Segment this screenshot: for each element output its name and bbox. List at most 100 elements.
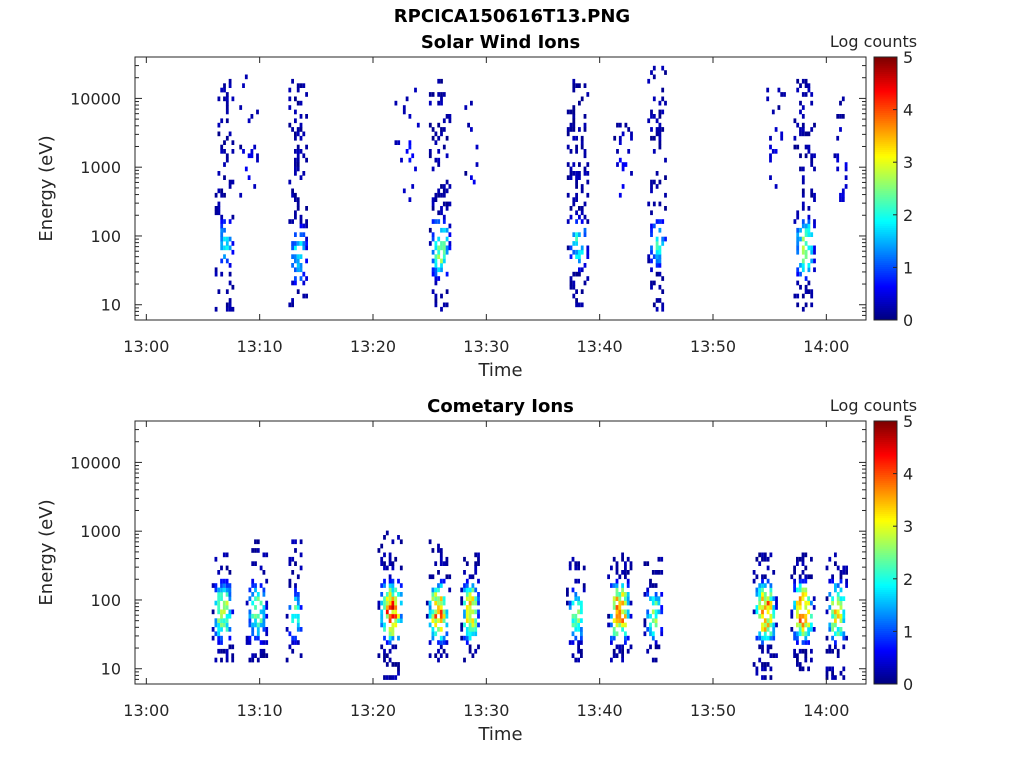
- data-cell: [305, 157, 308, 163]
- data-cell: [254, 596, 257, 601]
- data-cell: [655, 271, 659, 277]
- data-cell: [774, 184, 778, 189]
- data-cell: [434, 587, 438, 593]
- data-cell: [388, 556, 392, 562]
- data-cell: [621, 184, 625, 189]
- data-cell: [471, 583, 475, 588]
- data-cell: [465, 596, 469, 601]
- data-cell: [831, 675, 834, 680]
- data-cell: [769, 613, 773, 619]
- data-cell: [294, 118, 297, 124]
- data-cell: [655, 236, 659, 242]
- data-cell: [214, 210, 218, 216]
- data-cell: [299, 263, 303, 268]
- data-cell: [296, 254, 300, 259]
- data-cell: [431, 201, 435, 207]
- data-cell: [220, 188, 224, 194]
- data-cell: [262, 587, 266, 593]
- data-cell: [652, 223, 656, 229]
- colorbar-gradient-step: [874, 311, 897, 315]
- data-cell: [440, 92, 443, 97]
- colorbar-gradient-step: [874, 591, 897, 595]
- colorbar-gradient-step: [874, 89, 897, 93]
- data-cell: [615, 561, 619, 566]
- data-cell: [657, 609, 661, 615]
- data-cell: [296, 592, 300, 597]
- data-cell: [793, 631, 796, 637]
- data-cell: [804, 92, 808, 97]
- data-cell: [431, 609, 435, 615]
- data-cell: [217, 96, 221, 102]
- data-cell: [575, 236, 578, 242]
- data-cell: [646, 613, 650, 619]
- data-cell: [477, 596, 480, 601]
- data-cell: [652, 302, 656, 308]
- data-cell: [801, 561, 805, 566]
- data-cell: [650, 210, 653, 216]
- data-cell: [801, 127, 805, 132]
- data-cell: [380, 609, 384, 615]
- colorbar-gradient-step: [874, 223, 897, 226]
- data-cell: [807, 83, 811, 88]
- data-cell: [460, 596, 464, 601]
- data-cell: [217, 592, 221, 597]
- colorbar-gradient-step: [874, 474, 897, 477]
- data-cell: [793, 570, 796, 575]
- colorbar-gradient-step: [874, 180, 897, 183]
- colorbar-gradient-step: [874, 499, 897, 502]
- data-cell: [612, 653, 616, 658]
- data-cell: [383, 583, 386, 588]
- data-cell: [621, 653, 624, 658]
- data-cell: [807, 232, 811, 237]
- data-cell: [259, 600, 263, 606]
- data-cell: [566, 175, 570, 180]
- data-cell: [394, 556, 398, 562]
- data-cell: [391, 622, 395, 628]
- data-cell: [825, 635, 829, 641]
- data-cell: [660, 556, 664, 562]
- data-cell: [220, 583, 223, 588]
- colorbar-gradient-step: [874, 295, 897, 298]
- data-cell: [618, 605, 622, 610]
- data-cell: [254, 548, 257, 553]
- data-cell: [769, 583, 773, 588]
- data-cell: [217, 605, 221, 610]
- data-cell: [305, 245, 308, 251]
- data-cell: [380, 561, 384, 566]
- data-cell: [793, 653, 796, 658]
- data-cell: [291, 648, 295, 654]
- data-cell: [222, 583, 226, 588]
- data-cell: [463, 600, 466, 606]
- data-cell: [391, 565, 395, 571]
- data-cell: [841, 114, 845, 119]
- colorbar-gradient-step: [874, 564, 897, 568]
- data-cell: [467, 122, 470, 128]
- data-cell: [650, 267, 653, 273]
- data-cell: [468, 574, 472, 580]
- data-cell: [572, 78, 576, 84]
- data-cell: [612, 556, 616, 562]
- colorbar-gradient-step: [874, 221, 897, 224]
- colorbar-gradient-step: [874, 122, 897, 126]
- data-cell: [804, 578, 808, 584]
- data-cell: [228, 219, 232, 224]
- data-cell: [793, 578, 796, 584]
- data-cell: [629, 600, 633, 606]
- data-cell: [477, 644, 480, 650]
- data-cell: [612, 583, 616, 588]
- data-cell: [431, 631, 435, 637]
- data-cell: [442, 127, 446, 132]
- data-cell: [463, 609, 466, 615]
- data-cell: [222, 587, 226, 593]
- data-cell: [769, 644, 773, 650]
- data-cell: [763, 622, 767, 628]
- data-cell: [445, 556, 449, 562]
- colorbar-gradient-step: [874, 649, 897, 652]
- data-cell: [256, 153, 259, 159]
- data-cell: [813, 249, 816, 255]
- data-cell: [650, 232, 653, 237]
- x-tick-label: 13:00: [123, 337, 169, 356]
- data-cell: [566, 162, 570, 167]
- data-cell: [391, 600, 395, 606]
- data-cell: [810, 192, 814, 198]
